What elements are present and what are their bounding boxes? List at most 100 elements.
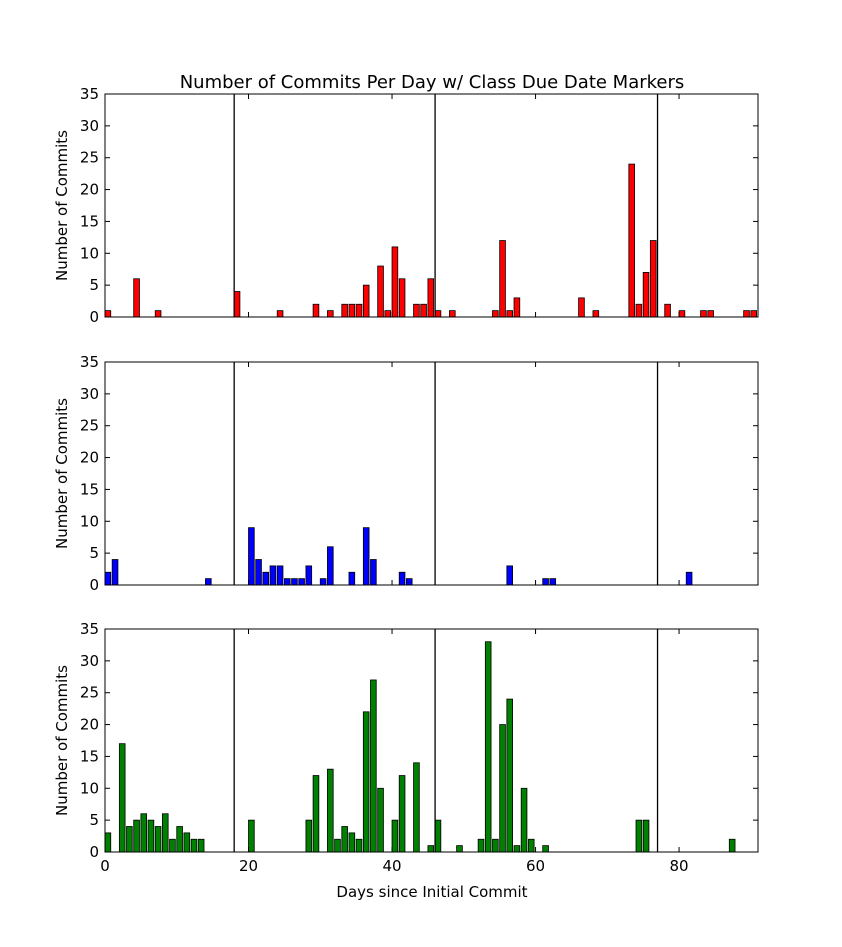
bar	[255, 559, 262, 586]
bar	[506, 310, 513, 318]
bar	[327, 546, 334, 586]
bar	[420, 303, 427, 318]
bar	[162, 813, 169, 853]
panels: 0 5 10 15 20 25 30 35 Number of Commits 0 5 10 15 20 2…	[53, 85, 759, 875]
bar	[434, 819, 442, 853]
bar	[384, 310, 391, 318]
y-tick-label: 15	[80, 212, 99, 230]
bar	[499, 240, 506, 318]
bar	[370, 559, 377, 586]
bar	[348, 832, 356, 853]
bar	[391, 819, 399, 853]
bar	[176, 826, 183, 853]
y-tick-label: 15	[80, 480, 99, 498]
plot-frame	[104, 361, 759, 586]
y-tick-label: 35	[80, 353, 99, 371]
bar	[312, 775, 320, 853]
y-tick-label: 30	[80, 385, 99, 403]
bar	[370, 679, 377, 853]
bar	[362, 527, 370, 586]
bar	[578, 297, 585, 318]
y-tick-label: 35	[80, 620, 99, 638]
bar	[664, 303, 671, 318]
bar	[377, 265, 384, 318]
y-axis-label: Number of Commits	[53, 398, 71, 549]
bar	[513, 845, 521, 853]
bar	[477, 838, 485, 853]
y-tick-label: 5	[89, 544, 99, 562]
bar	[118, 743, 126, 853]
bar	[506, 565, 513, 586]
bar	[197, 838, 205, 853]
bar	[355, 303, 363, 318]
bar	[169, 838, 176, 853]
y-axis-label: Number of Commits	[53, 130, 71, 281]
bar	[549, 578, 557, 586]
bar	[492, 838, 499, 853]
y-tick-label: 25	[80, 417, 99, 435]
bar	[398, 571, 406, 586]
bar	[305, 819, 313, 853]
bar	[154, 826, 162, 853]
bar	[449, 310, 456, 318]
bar	[413, 762, 420, 853]
bar	[327, 768, 334, 853]
y-tick-label: 5	[89, 811, 99, 829]
bar	[147, 819, 155, 853]
bar	[305, 565, 313, 586]
bar	[205, 578, 212, 586]
x-tick-label: 40	[382, 857, 401, 875]
x-axis-label: Days since Initial Commit	[336, 883, 527, 901]
y-tick-label: 5	[89, 276, 99, 294]
bar	[743, 310, 750, 318]
panel-3: 0 5 10 15 20 25 30 35 0 20 40 60 80 Number of Commits	[53, 620, 759, 875]
bar	[391, 246, 399, 318]
panel-2: 0 5 10 15 20 25 30 35 Number of Commits	[53, 353, 759, 594]
y-tick-label: 25	[80, 684, 99, 702]
bar	[398, 775, 406, 853]
bar	[291, 578, 298, 586]
y-tick-label: 10	[80, 512, 99, 530]
bar	[140, 813, 148, 853]
bar	[520, 787, 528, 853]
y-tick-label: 30	[80, 117, 99, 135]
bar	[348, 571, 356, 586]
bar	[635, 303, 643, 318]
bar	[183, 832, 191, 853]
y-tick-label: 20	[80, 449, 99, 467]
y-tick-label: 10	[80, 244, 99, 262]
bar	[700, 310, 707, 318]
bar	[362, 711, 370, 853]
bar	[334, 838, 341, 853]
bar	[262, 571, 270, 586]
bar	[362, 284, 370, 318]
bar	[111, 559, 119, 586]
bar	[678, 310, 686, 318]
y-tick-label: 35	[80, 85, 99, 103]
y-tick-label: 25	[80, 149, 99, 167]
x-tick-label: 60	[526, 857, 545, 875]
y-tick-label: 20	[80, 181, 99, 199]
bar	[248, 819, 255, 853]
bar	[413, 303, 420, 318]
y-tick-label: 0	[89, 308, 99, 326]
bar	[685, 571, 693, 586]
bar	[427, 845, 435, 853]
y-tick-label: 20	[80, 716, 99, 734]
bar	[355, 838, 363, 853]
bar	[341, 826, 348, 853]
bar	[312, 303, 320, 318]
y-tick-label: 10	[80, 779, 99, 797]
bar	[527, 838, 535, 853]
bar	[456, 845, 463, 853]
bar	[750, 310, 757, 318]
bar	[104, 571, 112, 586]
bar	[499, 724, 506, 853]
bar	[154, 310, 162, 318]
bar	[728, 838, 736, 853]
bar	[341, 303, 348, 318]
bar	[506, 698, 513, 853]
bar	[276, 310, 284, 318]
bar	[513, 297, 521, 318]
bar	[635, 819, 643, 853]
